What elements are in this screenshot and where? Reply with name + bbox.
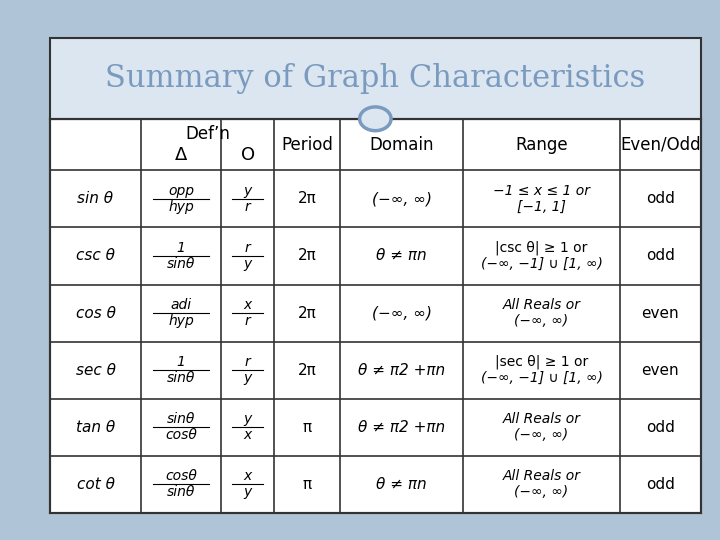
Text: y: y bbox=[243, 257, 252, 271]
Text: y: y bbox=[243, 485, 252, 500]
Text: θ ≠ πn: θ ≠ πn bbox=[377, 477, 427, 492]
Text: r: r bbox=[245, 200, 251, 214]
Text: y: y bbox=[243, 371, 252, 385]
Text: 1: 1 bbox=[177, 355, 186, 369]
Text: Summary of Graph Characteristics: Summary of Graph Characteristics bbox=[105, 63, 645, 94]
Text: sinθ: sinθ bbox=[167, 371, 195, 385]
Text: csc θ: csc θ bbox=[76, 248, 115, 264]
Text: (−∞, ∞): (−∞, ∞) bbox=[514, 428, 569, 442]
Text: y: y bbox=[243, 413, 252, 427]
Text: |csc θ| ≥ 1 or: |csc θ| ≥ 1 or bbox=[495, 241, 588, 255]
Text: tan θ: tan θ bbox=[76, 420, 115, 435]
Text: |sec θ| ≥ 1 or: |sec θ| ≥ 1 or bbox=[495, 355, 588, 369]
Text: sinθ: sinθ bbox=[167, 413, 195, 427]
Text: even: even bbox=[642, 306, 679, 321]
Text: sec θ: sec θ bbox=[76, 363, 115, 377]
Text: odd: odd bbox=[646, 420, 675, 435]
Text: π: π bbox=[302, 477, 312, 492]
Text: r: r bbox=[245, 355, 251, 369]
Text: 2π: 2π bbox=[298, 306, 317, 321]
Text: Period: Period bbox=[282, 136, 333, 153]
Bar bbox=[0, 513, 715, 540]
Text: Range: Range bbox=[516, 136, 568, 153]
Text: sin θ: sin θ bbox=[78, 191, 114, 206]
Text: (−∞, ∞): (−∞, ∞) bbox=[372, 191, 431, 206]
Text: cos θ: cos θ bbox=[76, 306, 115, 321]
Text: Even/Odd: Even/Odd bbox=[620, 136, 701, 153]
Text: (−∞, ∞): (−∞, ∞) bbox=[514, 314, 569, 328]
Text: Domain: Domain bbox=[369, 136, 434, 153]
Text: adi: adi bbox=[171, 298, 192, 312]
Text: y: y bbox=[243, 184, 252, 198]
Text: hyp: hyp bbox=[168, 314, 194, 328]
Text: [−1, 1]: [−1, 1] bbox=[517, 200, 566, 214]
Text: even: even bbox=[642, 363, 679, 377]
Bar bbox=[50, 119, 701, 513]
Text: 2π: 2π bbox=[298, 248, 317, 264]
Text: odd: odd bbox=[646, 477, 675, 492]
Text: odd: odd bbox=[646, 248, 675, 264]
Text: θ ≠ πn: θ ≠ πn bbox=[377, 248, 427, 264]
Text: θ ≠ π2 +πn: θ ≠ π2 +πn bbox=[358, 420, 445, 435]
Text: O: O bbox=[240, 146, 255, 164]
Text: 2π: 2π bbox=[298, 191, 317, 206]
Text: Δ: Δ bbox=[175, 146, 187, 164]
Text: hyp: hyp bbox=[168, 200, 194, 214]
Text: 1: 1 bbox=[177, 241, 186, 255]
Text: x: x bbox=[243, 469, 252, 483]
Text: θ ≠ π2 +πn: θ ≠ π2 +πn bbox=[358, 363, 445, 377]
Text: All Reals or: All Reals or bbox=[503, 469, 580, 483]
Text: −1 ≤ x ≤ 1 or: −1 ≤ x ≤ 1 or bbox=[493, 184, 590, 198]
Text: Defʼn: Defʼn bbox=[185, 125, 230, 143]
Text: (−∞, −1] ∪ [1, ∞): (−∞, −1] ∪ [1, ∞) bbox=[480, 257, 603, 271]
Text: opp: opp bbox=[168, 184, 194, 198]
Text: r: r bbox=[245, 314, 251, 328]
Circle shape bbox=[359, 107, 391, 131]
Text: r: r bbox=[245, 241, 251, 255]
Text: x: x bbox=[243, 428, 252, 442]
Text: sinθ: sinθ bbox=[167, 257, 195, 271]
Text: (−∞, ∞): (−∞, ∞) bbox=[514, 485, 569, 500]
Text: x: x bbox=[243, 298, 252, 312]
Text: sinθ: sinθ bbox=[167, 485, 195, 500]
Text: cosθ: cosθ bbox=[166, 469, 197, 483]
Text: (−∞, ∞): (−∞, ∞) bbox=[372, 306, 431, 321]
Text: All Reals or: All Reals or bbox=[503, 413, 580, 427]
Text: (−∞, −1] ∪ [1, ∞): (−∞, −1] ∪ [1, ∞) bbox=[480, 371, 603, 385]
Text: 2π: 2π bbox=[298, 363, 317, 377]
Text: All Reals or: All Reals or bbox=[503, 298, 580, 312]
Text: cot θ: cot θ bbox=[76, 477, 114, 492]
Bar bbox=[50, 38, 701, 119]
Text: cosθ: cosθ bbox=[166, 428, 197, 442]
Text: π: π bbox=[302, 420, 312, 435]
Text: odd: odd bbox=[646, 191, 675, 206]
